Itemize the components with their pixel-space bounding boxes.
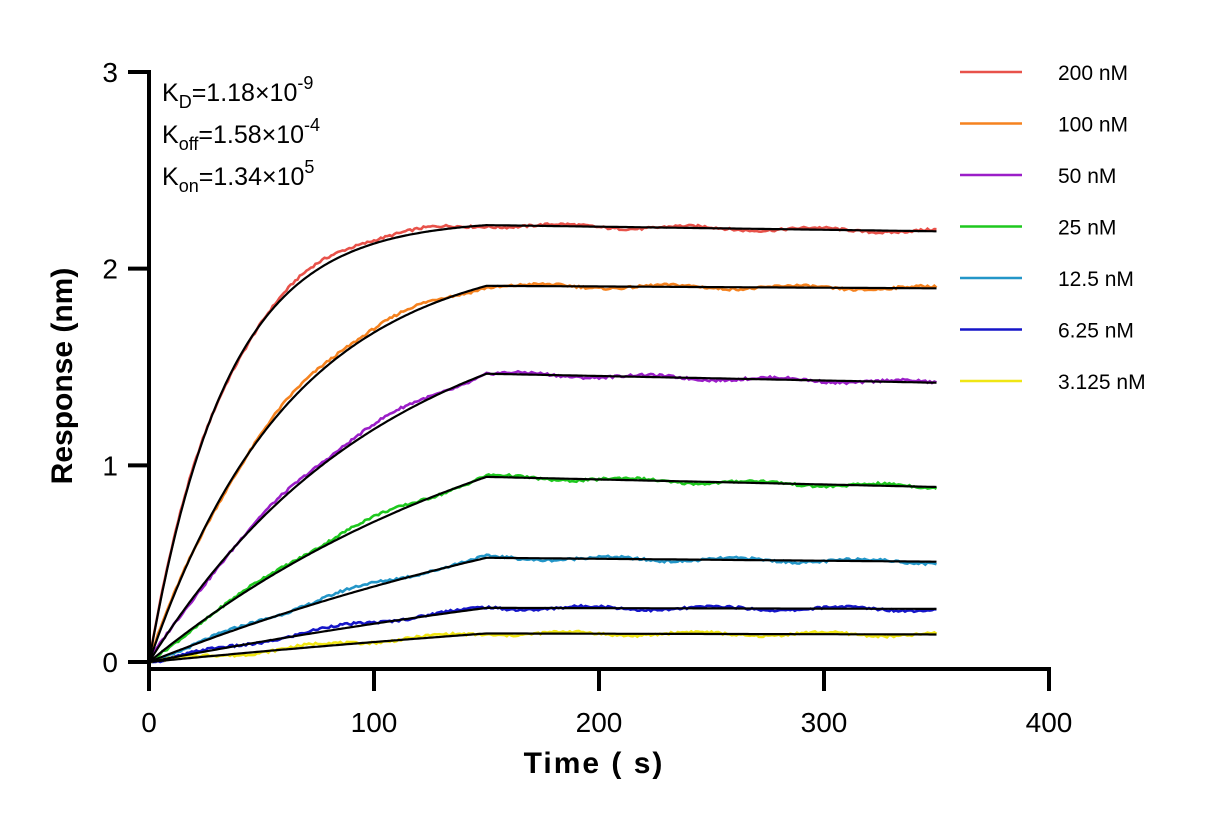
y-tick-label: 1 — [102, 450, 118, 481]
fit-line — [147, 223, 937, 663]
legend-item: 12.5 nM — [960, 268, 1134, 291]
kinetic-constant: KD=1.18×10-9 — [162, 73, 313, 112]
legend-label: 12.5 nM — [1058, 268, 1134, 291]
kinetic-constant: Kon=1.34×105 — [162, 157, 314, 196]
x-tick-label: 200 — [576, 707, 623, 738]
y-tick-label: 2 — [102, 254, 118, 285]
legend-label: 50 nM — [1058, 165, 1116, 188]
legend-item: 200 nM — [960, 62, 1128, 85]
kinetic-value: =1.34×10 — [199, 163, 305, 191]
kinetic-subscript: off — [179, 134, 200, 154]
kinetic-exponent: -9 — [297, 73, 313, 93]
legend-label: 6.25 nM — [1058, 320, 1134, 343]
legend-item: 50 nM — [960, 165, 1116, 188]
y-tick-label: 0 — [102, 647, 118, 678]
legend-label: 3.125 nM — [1058, 371, 1146, 394]
legend-item: 25 nM — [960, 217, 1116, 240]
fit-line — [148, 475, 937, 663]
fit-line — [148, 372, 937, 663]
series-line — [147, 222, 937, 663]
series-line — [149, 629, 938, 664]
y-axis-ticks: 0 1 2 3 — [102, 57, 149, 678]
x-axis-ticks: 0 100 200 300 400 — [141, 669, 1072, 738]
legend-label: 25 nM — [1058, 217, 1116, 240]
kinetic-constant: Koff=1.58×10-4 — [162, 115, 320, 154]
x-tick-label: 300 — [801, 707, 848, 738]
legend-item: 6.25 nM — [960, 320, 1134, 343]
kinetic-symbol: K — [162, 163, 179, 191]
series-curves — [147, 222, 938, 664]
series-line — [147, 282, 938, 663]
fit-line — [148, 632, 937, 664]
y-tick-label: 3 — [102, 57, 118, 88]
fit-line — [147, 284, 937, 663]
kinetic-value: =1.58×10 — [198, 121, 304, 149]
legend-label: 200 nM — [1058, 62, 1128, 85]
x-tick-label: 400 — [1026, 707, 1073, 738]
y-axis-title: Response (nm) — [46, 268, 79, 485]
x-tick-label: 0 — [141, 707, 157, 738]
legend-item: 100 nM — [960, 114, 1128, 137]
kinetic-subscript: on — [179, 176, 199, 196]
kinetic-subscript: D — [179, 92, 192, 112]
x-tick-label: 100 — [351, 707, 398, 738]
fit-curves — [147, 223, 937, 664]
kinetic-exponent: -4 — [304, 115, 320, 135]
legend: 200 nM 100 nM 50 nM 25 nM 12.5 nM 6.25 nM 3.12… — [960, 62, 1146, 394]
fit-line — [148, 606, 937, 664]
kinetic-exponent: 5 — [304, 157, 314, 177]
legend-label: 100 nM — [1058, 114, 1128, 137]
kinetic-symbol: K — [162, 121, 179, 149]
x-axis-title: Time ( s) — [524, 747, 665, 780]
legend-item: 3.125 nM — [960, 371, 1146, 394]
kinetic-value: =1.18×10 — [192, 79, 298, 107]
kinetic-symbol: K — [162, 79, 179, 107]
fit-line — [148, 556, 937, 664]
